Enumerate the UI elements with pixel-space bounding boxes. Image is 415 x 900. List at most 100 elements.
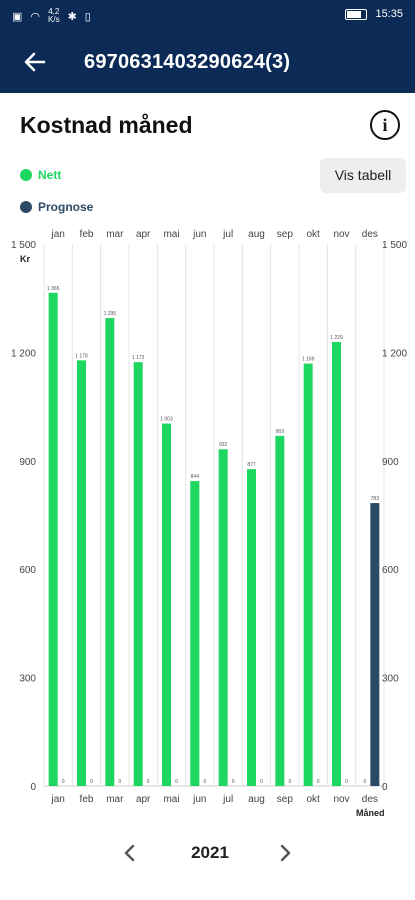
network-speed-value: 4,2: [48, 7, 60, 16]
bar-nett-jul: [218, 449, 228, 786]
clock: 15:35: [375, 8, 403, 20]
y-tick-label-left: 300: [19, 674, 36, 685]
status-bar: ▣ ◠ 4,2 K/s ✱ ▯ 15:35: [0, 0, 415, 33]
x-tick-label-bottom-jul: jul: [222, 794, 233, 805]
y-tick-label-left: 600: [19, 565, 36, 576]
data-label-prognose-apr: 0: [147, 779, 150, 785]
bar-nett-feb: [77, 360, 86, 786]
bar-nett-jun: [190, 481, 200, 786]
bar-nett-mai: [162, 423, 171, 786]
page-title: Kostnad måned: [20, 112, 193, 138]
info-icon[interactable]: i: [370, 110, 400, 140]
data-label-prognose-mai: 0: [175, 779, 178, 785]
y-tick-label-right: 900: [382, 457, 399, 468]
bar-nett-sep: [275, 435, 285, 786]
data-label-prognose-okt: 0: [317, 779, 320, 785]
year-navigator: 2021: [0, 838, 415, 870]
data-label-prognose-aug: 0: [260, 779, 263, 785]
sim-icon: ▣: [12, 10, 23, 23]
x-tick-label-top-apr: apr: [136, 229, 151, 240]
data-label-nett-aug: 877: [247, 462, 256, 468]
legend-prognose-swatch: [20, 201, 32, 213]
x-tick-label-top-nov: nov: [333, 229, 349, 240]
y-tick-label-right: 300: [382, 674, 399, 685]
x-axis-title: Måned: [356, 808, 385, 818]
x-tick-label-bottom-feb: feb: [80, 794, 94, 805]
y-tick-label-left: 1 500: [11, 240, 36, 251]
x-tick-label-top-des: des: [362, 229, 378, 240]
data-label-prognose-feb: 0: [90, 779, 93, 785]
bar-nett-nov: [332, 341, 341, 786]
x-tick-label-top-mar: mar: [106, 229, 124, 240]
meter-id-title: 6970631403290624(3): [84, 51, 291, 73]
data-label-nett-des: 0: [363, 779, 366, 785]
legend-prognose: Prognose: [20, 200, 93, 214]
x-tick-label-bottom-aug: aug: [248, 794, 265, 805]
x-tick-label-bottom-okt: okt: [306, 794, 320, 805]
x-tick-label-top-jan: jan: [50, 229, 64, 240]
data-label-prognose-sep: 0: [288, 779, 291, 785]
y-tick-label-left: 0: [30, 782, 36, 793]
x-tick-label-top-jun: jun: [192, 229, 206, 240]
vis-tabell-button[interactable]: Vis tabell: [320, 158, 406, 193]
legend-nett: Nett: [20, 168, 61, 182]
year-label: 2021: [191, 843, 229, 862]
app-bar: 6970631403290624(3): [0, 33, 415, 93]
data-label-nett-feb: 1 178: [75, 353, 88, 359]
x-tick-label-bottom-jan: jan: [50, 794, 64, 805]
legend-nett-label: Nett: [38, 168, 62, 182]
data-label-prognose-jun: 0: [203, 779, 206, 785]
bar-prognose-des: [370, 503, 380, 786]
bar-nett-mar: [105, 318, 115, 786]
data-label-nett-jul: 932: [219, 442, 228, 448]
x-tick-label-bottom-mai: mai: [163, 794, 179, 805]
data-label-nett-apr: 1 173: [132, 355, 145, 361]
bar-nett-aug: [247, 469, 256, 786]
y-tick-label-left: 900: [19, 457, 36, 468]
data-label-nett-okt: 1 169: [302, 357, 315, 363]
next-year-chevron-icon[interactable]: [273, 838, 297, 868]
bar-nett-apr: [133, 362, 143, 786]
x-tick-label-bottom-mar: mar: [106, 794, 124, 805]
x-tick-label-bottom-nov: nov: [333, 794, 349, 805]
bar-nett-okt: [303, 363, 313, 786]
data-label-prognose-jul: 0: [232, 779, 235, 785]
vibrate-icon: ▯: [84, 10, 91, 23]
x-tick-label-bottom-apr: apr: [136, 794, 151, 805]
data-label-nett-jan: 1 365: [47, 286, 60, 292]
x-tick-label-bottom-des: des: [362, 794, 378, 805]
wifi-icon: ◠: [30, 10, 41, 23]
monthly-cost-chart: jan jan feb feb mar mar apr apr mai mai jun jun jul j…: [11, 229, 407, 818]
y-tick-label-right: 600: [382, 565, 399, 576]
y-tick-label-right: 1 200: [382, 348, 407, 359]
x-tick-label-top-aug: aug: [248, 229, 265, 240]
bluetooth-icon: ✱: [67, 10, 77, 23]
x-tick-label-bottom-jun: jun: [192, 794, 206, 805]
y-tick-label-left: 1 200: [11, 348, 36, 359]
network-speed: 4,2 K/s: [48, 8, 60, 24]
data-label-nett-sep: 969: [276, 429, 285, 435]
data-label-prognose-mar: 0: [118, 779, 121, 785]
data-label-nett-mai: 1 003: [160, 417, 173, 423]
y-axis-title: Kr: [20, 254, 30, 264]
x-tick-label-top-mai: mai: [163, 229, 179, 240]
y-tick-label-right: 1 500: [382, 240, 407, 251]
bar-nett-jan: [48, 292, 58, 786]
data-label-nett-mar: 1 295: [104, 311, 117, 317]
legend-prognose-label: Prognose: [38, 200, 94, 214]
battery-icon: [345, 8, 368, 20]
x-tick-label-top-okt: okt: [306, 229, 320, 240]
data-label-prognose-nov: 0: [345, 779, 348, 785]
x-tick-label-top-feb: feb: [80, 229, 94, 240]
back-arrow-icon[interactable]: [22, 49, 48, 75]
network-speed-unit: K/s: [48, 15, 60, 24]
data-label-nett-nov: 1 229: [330, 335, 343, 341]
x-tick-label-top-sep: sep: [277, 229, 294, 240]
legend-nett-swatch: [20, 169, 32, 181]
data-label-prognose-des: 783: [371, 496, 380, 502]
data-label-prognose-jan: 0: [62, 779, 65, 785]
x-tick-label-bottom-sep: sep: [277, 794, 294, 805]
previous-year-chevron-icon[interactable]: [118, 838, 142, 868]
x-tick-label-top-jul: jul: [222, 229, 233, 240]
data-label-nett-jun: 844: [191, 474, 200, 480]
